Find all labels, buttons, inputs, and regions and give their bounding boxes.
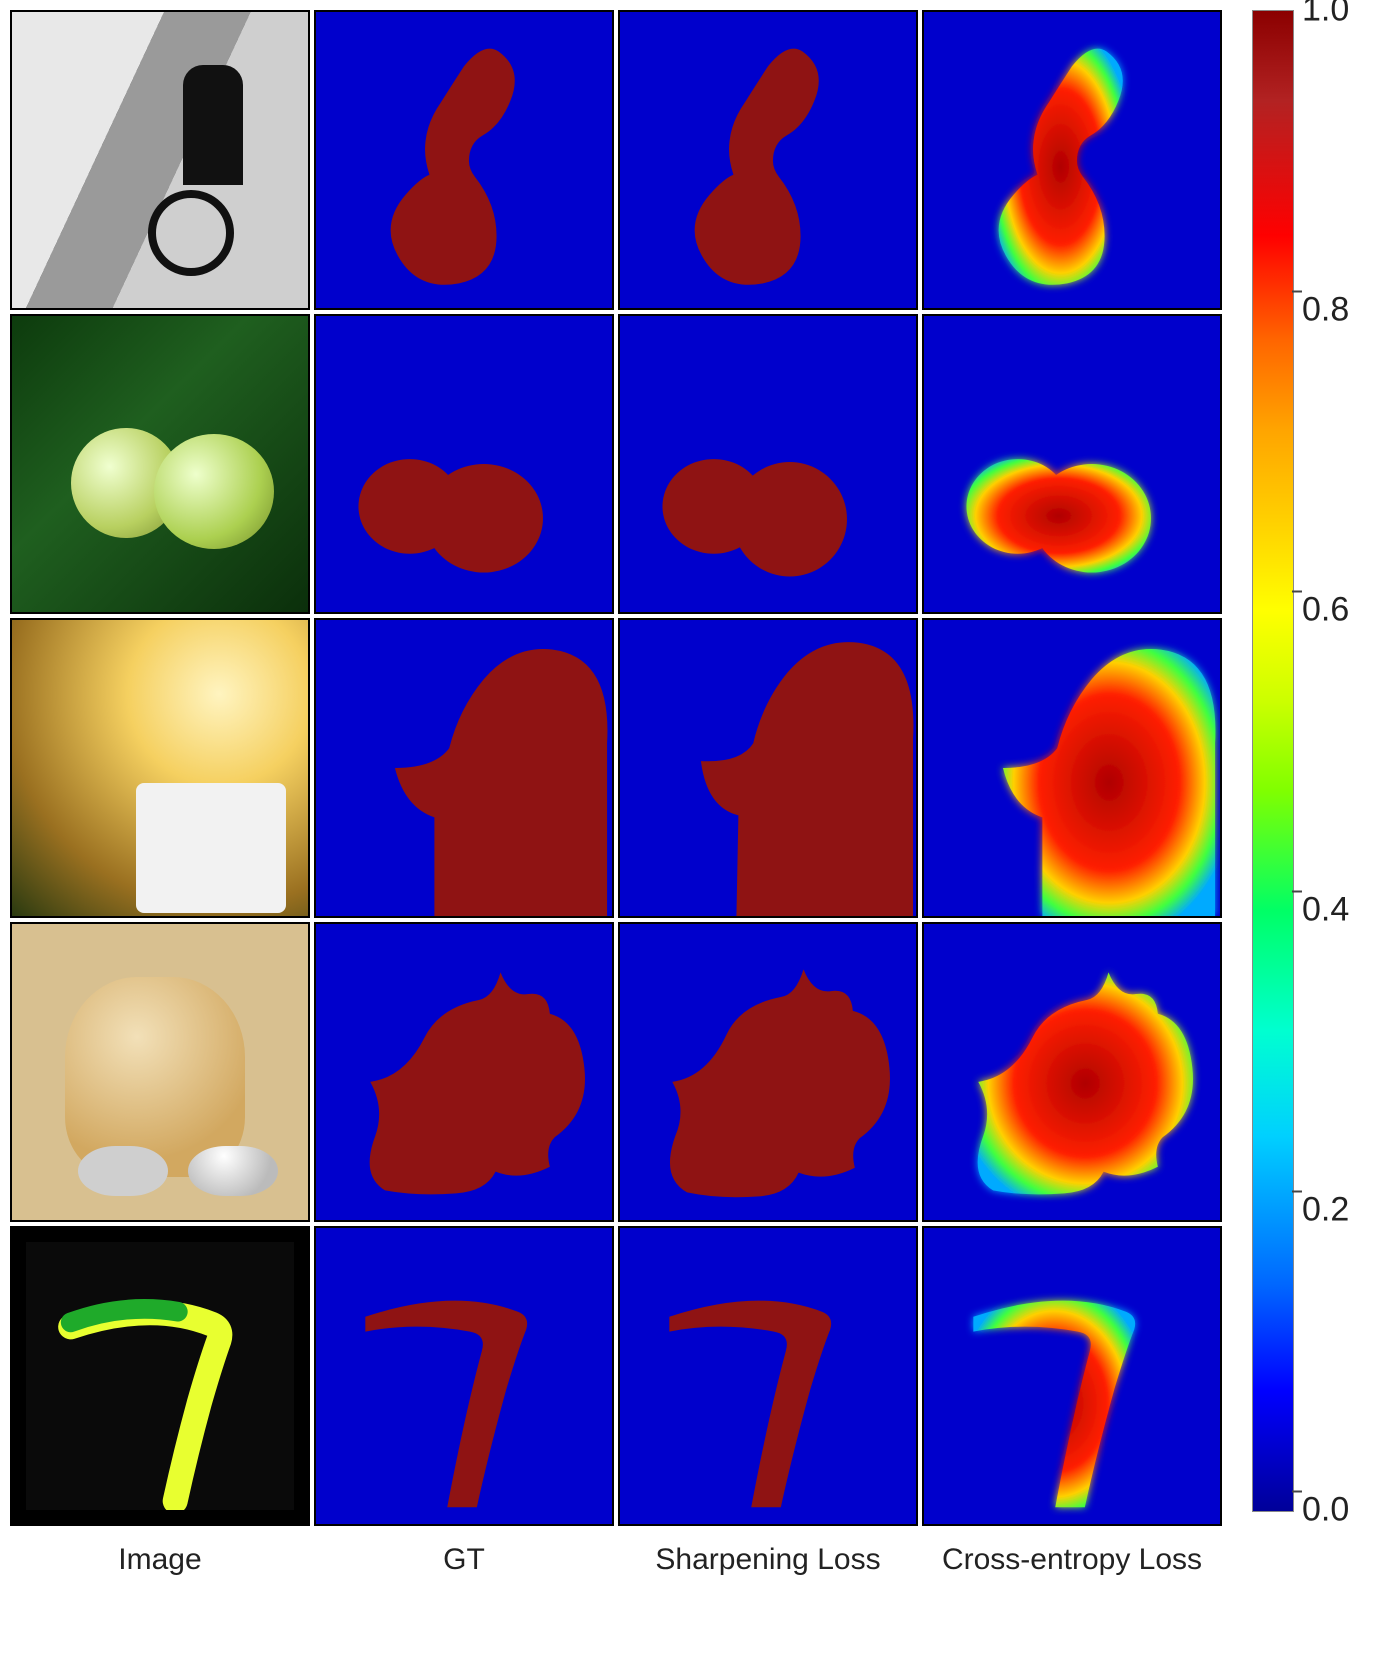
sharpening-mask-snake <box>618 1226 918 1526</box>
gt-mask-unicyclist <box>314 10 614 310</box>
crossentropy-mask-child <box>922 618 1222 918</box>
input-image-snake <box>10 1226 310 1526</box>
colorbar-tick-label: 0.4 <box>1302 891 1349 929</box>
gt-mask-tomatoes <box>314 314 614 614</box>
sharpening-mask-child <box>618 618 918 918</box>
column-label-crossentropy: Cross-entropy Loss <box>922 1530 1222 1590</box>
column-label-image: Image <box>10 1530 310 1590</box>
column-label-sharpening: Sharpening Loss <box>618 1530 918 1590</box>
colorbar-tick-label: 0.2 <box>1302 1191 1349 1229</box>
sharpening-mask-unicyclist <box>618 10 918 310</box>
input-image-dog <box>10 922 310 1222</box>
crossentropy-mask-dog <box>922 922 1222 1222</box>
gt-mask-dog <box>314 922 614 1222</box>
input-image-tomatoes <box>10 314 310 614</box>
colorbar-tick-label: 0.0 <box>1302 1491 1349 1529</box>
figure-comparison-grid: Image GT Sharpening Loss Cross-entropy L… <box>10 10 1385 1590</box>
column-label-gt: GT <box>314 1530 614 1590</box>
crossentropy-mask-tomatoes <box>922 314 1222 614</box>
colorbar-tick-label: 0.6 <box>1302 591 1349 629</box>
gt-mask-snake <box>314 1226 614 1526</box>
input-image-child <box>10 618 310 918</box>
sharpening-mask-tomatoes <box>618 314 918 614</box>
result-grid: Image GT Sharpening Loss Cross-entropy L… <box>10 10 1222 1590</box>
colorbar: 1.0 0.8 0.6 0.4 0.2 0.0 <box>1252 10 1294 1530</box>
colorbar-tick-label: 0.8 <box>1302 291 1349 329</box>
input-image-unicyclist <box>10 10 310 310</box>
gt-mask-child <box>314 618 614 918</box>
crossentropy-mask-snake <box>922 1226 1222 1526</box>
crossentropy-mask-unicyclist <box>922 10 1222 310</box>
sharpening-mask-dog <box>618 922 918 1222</box>
colorbar-tick-label: 1.0 <box>1302 0 1349 29</box>
colorbar-gradient <box>1252 10 1294 1512</box>
